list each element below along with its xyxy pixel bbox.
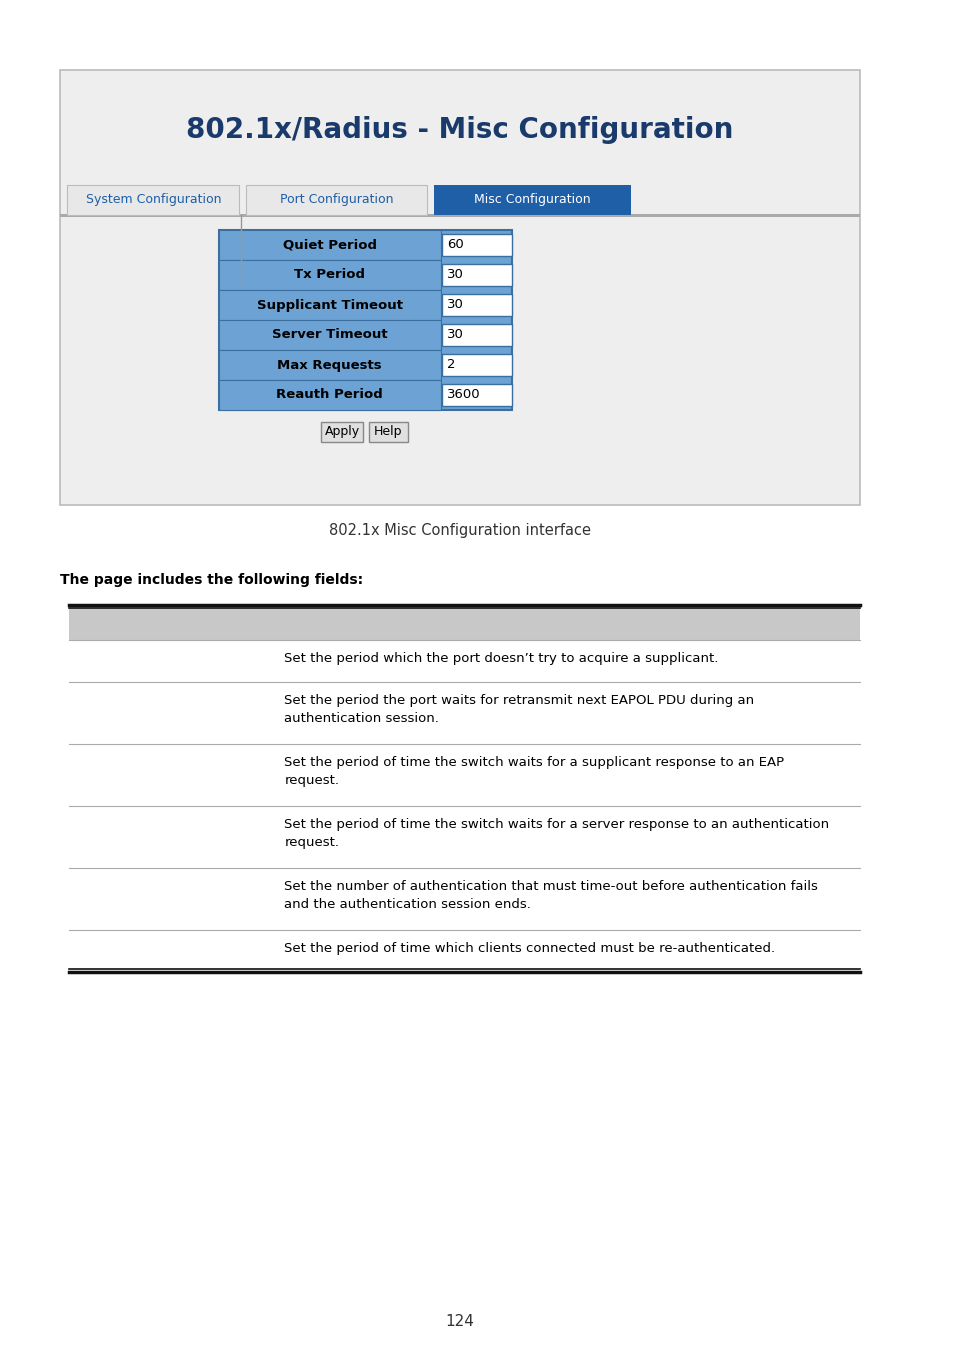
Bar [442,294,512,316]
Bar [68,185,239,215]
Bar [434,185,631,215]
Bar [442,383,512,406]
Text: 60: 60 [447,239,463,251]
Text: System Configuration: System Configuration [86,193,221,207]
Text: 3600: 3600 [447,389,480,401]
Text: 30: 30 [447,298,464,312]
Bar [60,70,859,505]
Text: authentication session.: authentication session. [284,711,438,725]
Text: 2: 2 [447,359,456,371]
Text: Set the period which the port doesn’t try to acquire a supplicant.: Set the period which the port doesn’t tr… [284,652,718,666]
Text: Help: Help [374,425,402,439]
Text: Misc Configuration: Misc Configuration [474,193,590,207]
Bar [218,350,440,379]
Text: request.: request. [284,836,339,849]
Bar [442,354,512,377]
Bar [369,423,407,441]
Text: 802.1x/Radius - Misc Configuration: 802.1x/Radius - Misc Configuration [186,116,733,144]
Bar [320,423,363,441]
Text: Set the period of time the switch waits for a supplicant response to an EAP: Set the period of time the switch waits … [284,756,783,770]
Text: Set the period of time which clients connected must be re-authenticated.: Set the period of time which clients con… [284,942,775,954]
Text: request.: request. [284,774,339,787]
Text: Max Requests: Max Requests [277,359,381,371]
Text: Port Configuration: Port Configuration [279,193,393,207]
Text: Set the period the port waits for retransmit next EAPOL PDU during an: Set the period the port waits for retran… [284,694,754,707]
Bar [60,215,859,217]
Bar [218,230,440,261]
Bar [218,290,440,320]
Text: Quiet Period: Quiet Period [282,239,376,251]
Text: Apply: Apply [324,425,359,439]
Bar [218,379,440,410]
Bar [246,185,427,215]
Text: Server Timeout: Server Timeout [272,328,387,342]
Bar [218,261,440,290]
Text: and the authentication session ends.: and the authentication session ends. [284,898,531,911]
Text: 124: 124 [445,1315,474,1330]
Text: Set the number of authentication that must time-out before authentication fails: Set the number of authentication that mu… [284,880,818,892]
Text: The page includes the following fields:: The page includes the following fields: [60,572,362,587]
Text: Set the period of time the switch waits for a server response to an authenticati: Set the period of time the switch waits … [284,818,828,832]
Bar [218,230,512,410]
Text: 802.1x Misc Configuration interface: 802.1x Misc Configuration interface [329,522,590,537]
Bar [442,234,512,256]
Text: Supplicant Timeout: Supplicant Timeout [256,298,402,312]
Bar [70,608,859,640]
Bar [442,324,512,346]
Bar [442,265,512,286]
Bar [218,320,440,350]
Text: Tx Period: Tx Period [294,269,365,282]
Text: Reauth Period: Reauth Period [276,389,383,401]
Text: 30: 30 [447,328,464,342]
Text: 30: 30 [447,269,464,282]
